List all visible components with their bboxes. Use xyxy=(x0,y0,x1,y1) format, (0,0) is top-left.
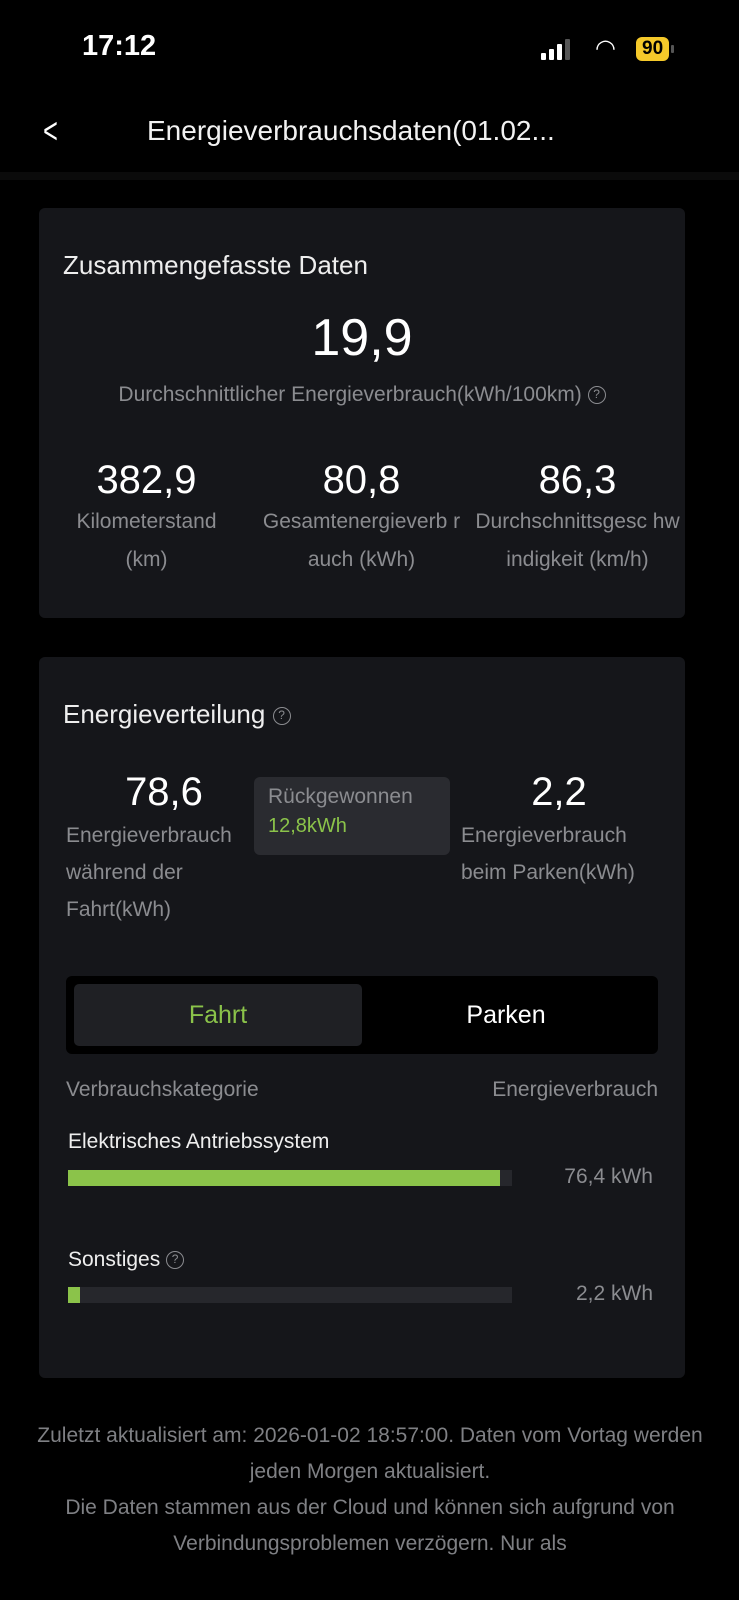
driving-value: 78,6 xyxy=(125,770,203,814)
tooltip-label: Rückgewonnen xyxy=(268,785,413,808)
column-energy: Energieverbrauch xyxy=(492,1078,658,1101)
avg-consumption-label: Durchschnittlicher Energieverbrauch(kWh/… xyxy=(39,376,685,414)
distribution-title-text: Energieverteilung xyxy=(63,699,266,729)
item-bar xyxy=(68,1170,512,1186)
item-name: Sonstiges xyxy=(68,1248,161,1271)
stat-value: 86,3 xyxy=(538,458,617,502)
tab-fahrt[interactable]: Fahrt xyxy=(74,984,362,1046)
stat-label: Kilometerstand (km) xyxy=(76,510,217,571)
item-bar-fill xyxy=(68,1287,81,1303)
item-value: 2,2 kWh xyxy=(575,1282,653,1305)
parking-value: 2,2 xyxy=(531,770,587,814)
mode-segmented-control: Fahrt Parken xyxy=(66,976,658,1054)
avg-consumption-label-text: Durchschnittlicher Energieverbrauch(kWh/… xyxy=(118,383,582,406)
distribution-card: Energieverteilung ? 78,6 Energieverbrauc… xyxy=(39,657,685,1378)
item-bar xyxy=(68,1287,512,1303)
item-name-row: Sonstiges ? xyxy=(68,1248,185,1272)
item-bar-fill xyxy=(68,1170,500,1186)
signal-icon xyxy=(541,38,570,60)
battery-icon: 90 xyxy=(636,37,686,61)
distribution-title: Energieverteilung ? xyxy=(63,699,291,730)
help-icon[interactable]: ? xyxy=(166,1251,185,1270)
stat-label: Gesamtenergieverb rauch (kWh) xyxy=(262,510,461,571)
stat-label: Durchschnittsgesc hwindigkeit (km/h) xyxy=(475,510,680,571)
parking-consumption: 2,2 Energieverbrauch beim Parken(kWh) xyxy=(461,770,671,891)
stat-mileage: 382,9 Kilometerstand (km) xyxy=(39,458,254,579)
tab-parken[interactable]: Parken xyxy=(466,1001,546,1029)
wifi-icon: ◠ xyxy=(595,35,616,62)
help-icon[interactable]: ? xyxy=(587,386,606,405)
recovered-tooltip: Rückgewonnen 12,8kWh xyxy=(254,777,450,855)
battery-level: 90 xyxy=(636,37,670,61)
stat-value: 80,8 xyxy=(322,458,401,502)
driving-label: Energieverbrauch während der Fahrt(kWh) xyxy=(66,824,232,921)
avg-consumption-value: 19,9 xyxy=(311,309,413,367)
help-icon[interactable]: ? xyxy=(272,707,291,726)
footer-line: Die Daten stammen aus der Cloud und könn… xyxy=(65,1496,675,1555)
stat-value: 382,9 xyxy=(96,458,197,502)
status-time: 17:12 xyxy=(82,30,157,62)
stat-avg-speed: 86,3 Durchschnittsgesc hwindigkeit (km/h) xyxy=(470,458,685,579)
page-title: Energieverbrauchsdaten(01.02... xyxy=(147,115,555,146)
item-name: Elektrisches Antriebssystem xyxy=(68,1130,330,1153)
footer-line: Zuletzt aktualisiert am: 2026-01-02 18:5… xyxy=(37,1424,703,1483)
summary-card: Zusammengefasste Daten 19,9 Durchschnitt… xyxy=(39,208,685,618)
driving-consumption: 78,6 Energieverbrauch während der Fahrt(… xyxy=(66,770,266,928)
footer-note: Zuletzt aktualisiert am: 2026-01-02 18:5… xyxy=(30,1418,710,1562)
item-value: 76,4 kWh xyxy=(564,1165,653,1188)
summary-title: Zusammengefasste Daten xyxy=(63,250,368,280)
tooltip-value: 12,8kWh xyxy=(268,815,347,837)
header-divider xyxy=(0,172,739,180)
column-category: Verbrauchskategorie xyxy=(66,1078,259,1101)
back-button[interactable]: < xyxy=(43,110,58,151)
stat-total-energy: 80,8 Gesamtenergieverb rauch (kWh) xyxy=(254,458,469,579)
parking-label: Energieverbrauch beim Parken(kWh) xyxy=(461,824,635,884)
